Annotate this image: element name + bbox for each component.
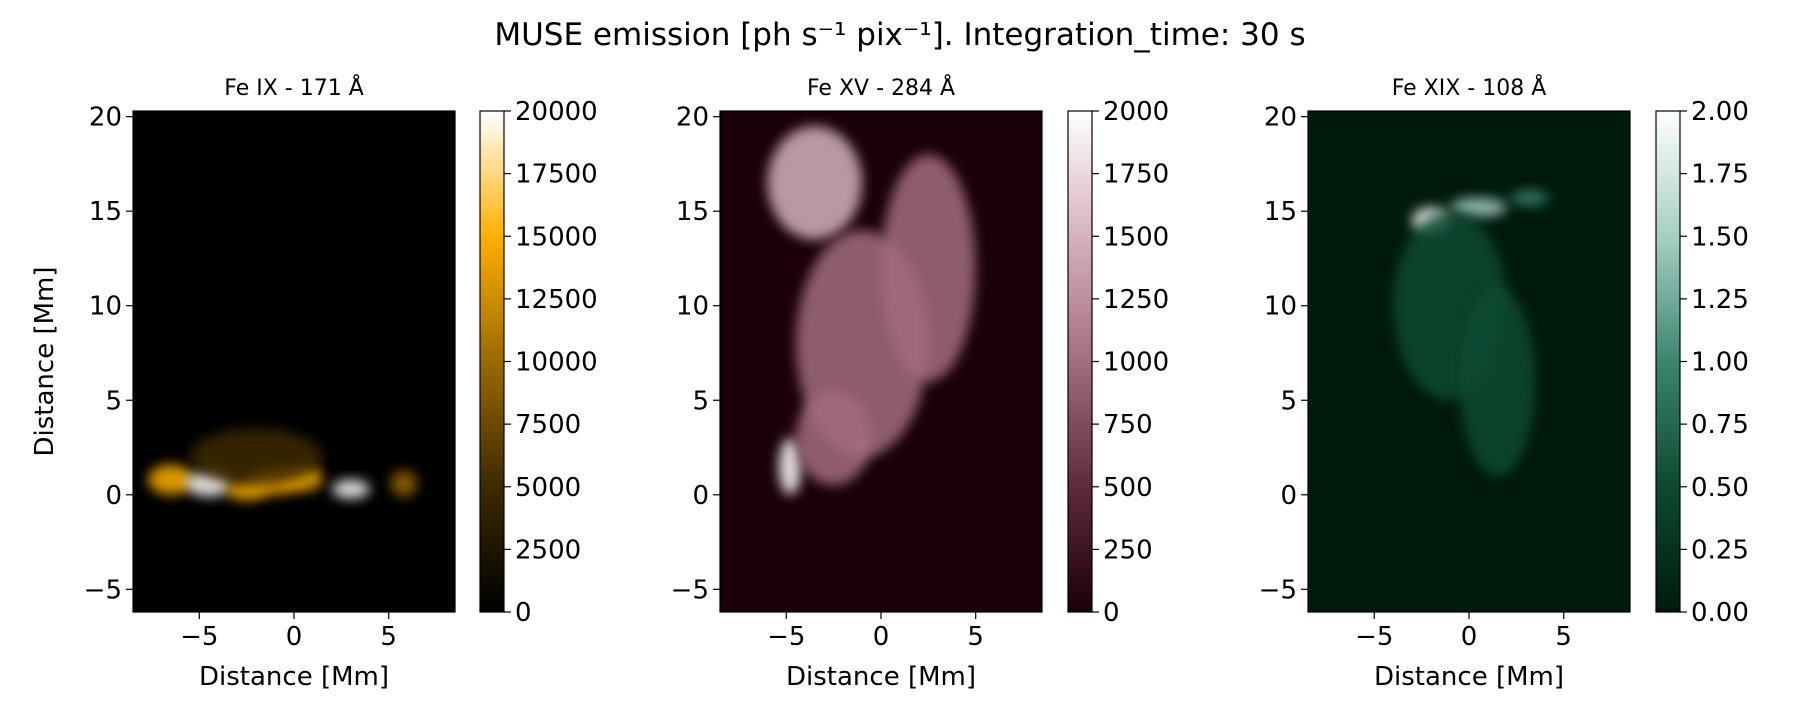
emission-source <box>1510 190 1549 206</box>
colorbar-tick-label: 0.00 <box>1691 598 1749 628</box>
y-tick-label: 5 <box>105 386 122 416</box>
panel-title: Fe XV - 284 Å <box>807 74 955 101</box>
y-tick-label: 10 <box>1264 292 1297 322</box>
emission-source <box>148 464 194 495</box>
y-tick-label: −5 <box>84 575 122 605</box>
y-tick-label: 5 <box>1280 386 1297 416</box>
y-tick-label: 20 <box>676 103 709 133</box>
heatmap-image <box>1308 111 1630 612</box>
colorbar-tick-label: 2000 <box>1103 97 1169 127</box>
heatmap-background <box>133 111 455 612</box>
colorbar-tick-label: 1500 <box>1103 222 1169 252</box>
colorbar-tick-label: 0.75 <box>1691 410 1749 440</box>
emission-source <box>767 126 863 240</box>
panel-2: Fe XV - 284 Å −5 0 5 −5 0 5 10 15 20 Distance [Mm]… <box>671 74 1170 692</box>
colorbar-tick-label: 1.75 <box>1691 160 1749 190</box>
colorbar-tick-label: 1750 <box>1103 160 1169 190</box>
x-axis-label: Distance [Mm] <box>786 662 976 692</box>
colorbar-tick-label: 17500 <box>515 160 598 190</box>
colorbar-tick-label: 0 <box>1103 598 1120 628</box>
y-tick-label: 0 <box>692 481 709 511</box>
figure-title: MUSE emission [ph s⁻¹ pix⁻¹]. Integratio… <box>494 17 1305 53</box>
panel-title: Fe XIX - 108 Å <box>1392 74 1547 101</box>
x-tick-label: 0 <box>286 622 303 652</box>
emission-source <box>881 154 976 382</box>
y-tick-label: 0 <box>105 481 122 511</box>
y-tick-label: 10 <box>676 292 709 322</box>
x-tick-label: 5 <box>1555 622 1572 652</box>
colorbar <box>479 110 505 613</box>
y-tick-label: 10 <box>89 292 122 322</box>
colorbar-tick-label: 5000 <box>515 473 581 503</box>
colorbar-tick-label: 0 <box>515 598 532 628</box>
colorbar-tick-label: 250 <box>1103 535 1153 565</box>
x-axis-label: Distance [Mm] <box>199 662 389 692</box>
x-tick-label: 0 <box>873 622 890 652</box>
x-tick-label: 0 <box>1461 622 1478 652</box>
colorbar <box>1067 110 1093 613</box>
y-tick-label: −5 <box>1259 575 1297 605</box>
y-tick-label: 5 <box>692 386 709 416</box>
panel-1: Fe IX - 171 Å −5 0 5 −5 0 5 10 15 20 Distance [Mm]… <box>30 74 598 692</box>
colorbar-tick-label: 2500 <box>515 535 581 565</box>
y-tick-label: 15 <box>676 197 709 227</box>
colorbar-tick-label: 500 <box>1103 473 1153 503</box>
y-axis-label: Distance [Mm] <box>30 267 60 457</box>
emission-source <box>331 479 370 499</box>
x-tick-label: 5 <box>967 622 984 652</box>
colorbar-tick-label: 20000 <box>515 97 598 127</box>
y-tick-label: −5 <box>671 575 709 605</box>
colorbar-tick-label: 15000 <box>515 222 598 252</box>
colorbar-tick-label: 10000 <box>515 348 598 378</box>
x-tick-label: −5 <box>180 622 218 652</box>
colorbar-tick-label: 1.25 <box>1691 285 1749 315</box>
heatmap-image <box>133 111 455 612</box>
panels: Fe IX - 171 Å −5 0 5 −5 0 5 10 15 20 Distance [Mm]… <box>30 74 1749 692</box>
heatmap-image <box>720 111 1042 612</box>
colorbar-tick-label: 1000 <box>1103 348 1169 378</box>
x-tick-label: −5 <box>767 622 805 652</box>
panel-3: Fe XIX - 108 Å −5 0 5 −5 0 5 10 15 20 Distance [Mm… <box>1259 74 1749 692</box>
emission-source <box>1450 197 1507 217</box>
emission-source <box>390 470 418 497</box>
colorbar-tick-label: 1250 <box>1103 285 1169 315</box>
emission-source <box>189 428 323 486</box>
panel-title: Fe IX - 171 Å <box>224 74 364 101</box>
colorbar-tick-label: 0.50 <box>1691 473 1749 503</box>
x-tick-label: 5 <box>380 622 397 652</box>
y-tick-label: 0 <box>1280 481 1297 511</box>
colorbar-tick-label: 0.25 <box>1691 535 1749 565</box>
colorbar-tick-label: 1.00 <box>1691 348 1749 378</box>
colorbar-tick-label: 750 <box>1103 410 1153 440</box>
emission-source <box>778 438 802 495</box>
colorbar <box>1655 110 1681 613</box>
y-tick-label: 15 <box>1264 197 1297 227</box>
colorbar-tick-label: 7500 <box>515 410 581 440</box>
colorbar-tick-label: 2.00 <box>1691 97 1749 127</box>
y-tick-label: 15 <box>89 197 122 227</box>
emission-source <box>1459 286 1536 476</box>
x-axis-label: Distance [Mm] <box>1374 662 1564 692</box>
y-tick-label: 20 <box>1264 103 1297 133</box>
colorbar-tick-label: 1.50 <box>1691 222 1749 252</box>
emission-source <box>795 390 872 486</box>
colorbar-tick-label: 12500 <box>515 285 598 315</box>
x-tick-label: −5 <box>1355 622 1393 652</box>
y-tick-label: 20 <box>89 103 122 133</box>
